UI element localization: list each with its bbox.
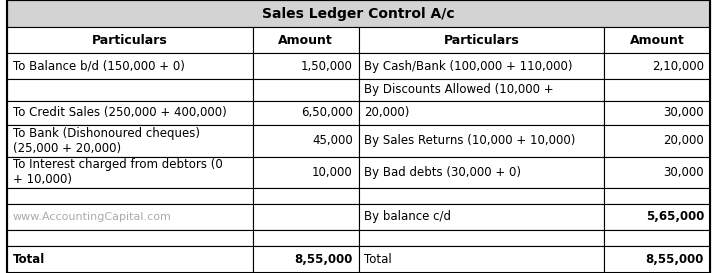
Bar: [358, 157, 604, 188]
Bar: [7, 125, 253, 157]
Bar: [253, 79, 358, 100]
Bar: [358, 27, 604, 53]
Bar: [253, 157, 358, 188]
Bar: [253, 27, 358, 53]
Text: By Sales Returns (10,000 + 10,000): By Sales Returns (10,000 + 10,000): [364, 134, 576, 147]
Text: 8,55,000: 8,55,000: [646, 253, 704, 266]
Bar: [358, 53, 604, 79]
Bar: [358, 204, 604, 230]
Bar: [604, 125, 710, 157]
Text: 5,65,000: 5,65,000: [646, 210, 704, 224]
Bar: [604, 188, 710, 204]
Bar: [358, 79, 604, 100]
Bar: [253, 53, 358, 79]
Text: 45,000: 45,000: [312, 134, 353, 147]
Text: To Credit Sales (250,000 + 400,000): To Credit Sales (250,000 + 400,000): [13, 106, 227, 119]
Text: 20,000: 20,000: [663, 134, 704, 147]
Bar: [253, 100, 358, 125]
Bar: [604, 100, 710, 125]
Bar: [7, 230, 253, 246]
Bar: [253, 246, 358, 273]
Bar: [7, 100, 253, 125]
Bar: [7, 204, 253, 230]
Bar: [7, 157, 253, 188]
Bar: [253, 204, 358, 230]
Bar: [7, 188, 253, 204]
Bar: [604, 27, 710, 53]
Bar: [7, 0, 710, 27]
Bar: [358, 125, 604, 157]
Text: Total: Total: [364, 253, 392, 266]
Text: By balance c/d: By balance c/d: [364, 210, 451, 224]
Text: 6,50,000: 6,50,000: [301, 106, 353, 119]
Bar: [358, 246, 604, 273]
Bar: [604, 230, 710, 246]
Text: Particulars: Particulars: [92, 34, 168, 47]
Bar: [358, 188, 604, 204]
Text: Sales Ledger Control A/c: Sales Ledger Control A/c: [262, 7, 455, 21]
Bar: [604, 157, 710, 188]
Text: Amount: Amount: [630, 34, 685, 47]
Text: 20,000): 20,000): [364, 106, 409, 119]
Text: 8,55,000: 8,55,000: [295, 253, 353, 266]
Text: 10,000: 10,000: [312, 166, 353, 179]
Bar: [604, 53, 710, 79]
Text: www.AccountingCapital.com: www.AccountingCapital.com: [13, 212, 172, 222]
Text: To Bank (Dishonoured cheques)
(25,000 + 20,000): To Bank (Dishonoured cheques) (25,000 + …: [13, 127, 200, 155]
Bar: [7, 27, 253, 53]
Bar: [604, 246, 710, 273]
Bar: [604, 204, 710, 230]
Bar: [253, 188, 358, 204]
Bar: [7, 246, 253, 273]
Text: 30,000: 30,000: [663, 106, 704, 119]
Text: 1,50,000: 1,50,000: [301, 60, 353, 73]
Text: 2,10,000: 2,10,000: [652, 60, 704, 73]
Text: By Discounts Allowed (10,000 +: By Discounts Allowed (10,000 +: [364, 83, 554, 96]
Bar: [7, 79, 253, 100]
Text: To Interest charged from debtors (0
+ 10,000): To Interest charged from debtors (0 + 10…: [13, 158, 223, 186]
Text: 30,000: 30,000: [663, 166, 704, 179]
Text: To Balance b/d (150,000 + 0): To Balance b/d (150,000 + 0): [13, 60, 185, 73]
Text: Amount: Amount: [278, 34, 333, 47]
Text: Total: Total: [13, 253, 45, 266]
Bar: [604, 79, 710, 100]
Bar: [358, 100, 604, 125]
Text: Particulars: Particulars: [444, 34, 519, 47]
Bar: [7, 53, 253, 79]
Bar: [253, 230, 358, 246]
Text: By Cash/Bank (100,000 + 110,000): By Cash/Bank (100,000 + 110,000): [364, 60, 573, 73]
Bar: [358, 230, 604, 246]
Bar: [253, 125, 358, 157]
Text: By Bad debts (30,000 + 0): By Bad debts (30,000 + 0): [364, 166, 521, 179]
